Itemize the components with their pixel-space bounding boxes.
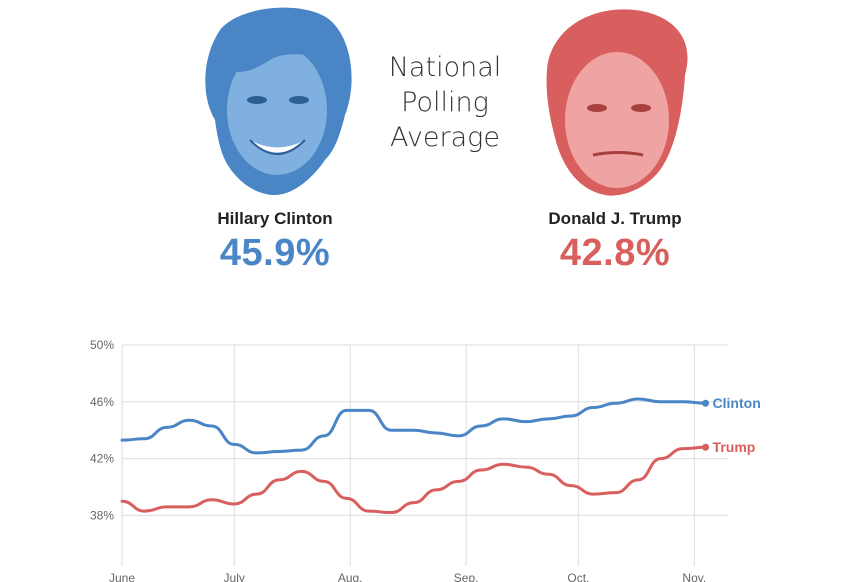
x-tick-label: Nov. xyxy=(682,571,706,582)
trump-series-label: Trump xyxy=(713,439,756,455)
clinton-endpoint xyxy=(702,399,710,407)
y-tick-label: 38% xyxy=(90,508,114,522)
x-tick-label: June xyxy=(109,571,135,582)
clinton-name: Hillary Clinton xyxy=(217,209,333,228)
polling-line-chart: 50% 46% 42% 38% June July Aug. Sep. Oct. Nov. Clin… xyxy=(90,338,761,582)
clinton-series-line xyxy=(120,397,708,455)
chart-title: National Polling Average xyxy=(365,50,525,155)
title-line-2: Polling xyxy=(401,87,489,118)
clinton-series-label: Clinton xyxy=(713,395,761,411)
trump-series-line xyxy=(120,445,708,515)
x-tick-label: Aug. xyxy=(338,571,363,582)
trump-percentage: 42.8% xyxy=(559,232,671,274)
clinton-percentage: 45.9% xyxy=(219,232,331,274)
x-tick-label: Oct. xyxy=(567,571,589,582)
title-line-3: Average xyxy=(390,122,500,153)
title-line-1: National xyxy=(388,52,502,83)
y-tick-label: 46% xyxy=(90,395,114,409)
x-tick-label: Sep. xyxy=(454,571,479,582)
y-tick-label: 42% xyxy=(90,452,114,466)
trump-portrait-icon xyxy=(546,9,688,196)
y-tick-label: 50% xyxy=(90,338,114,352)
trump-endpoint xyxy=(702,443,710,451)
clinton-portrait-icon xyxy=(205,7,352,195)
trump-name: Donald J. Trump xyxy=(548,209,682,228)
x-tick-label: July xyxy=(224,571,245,582)
